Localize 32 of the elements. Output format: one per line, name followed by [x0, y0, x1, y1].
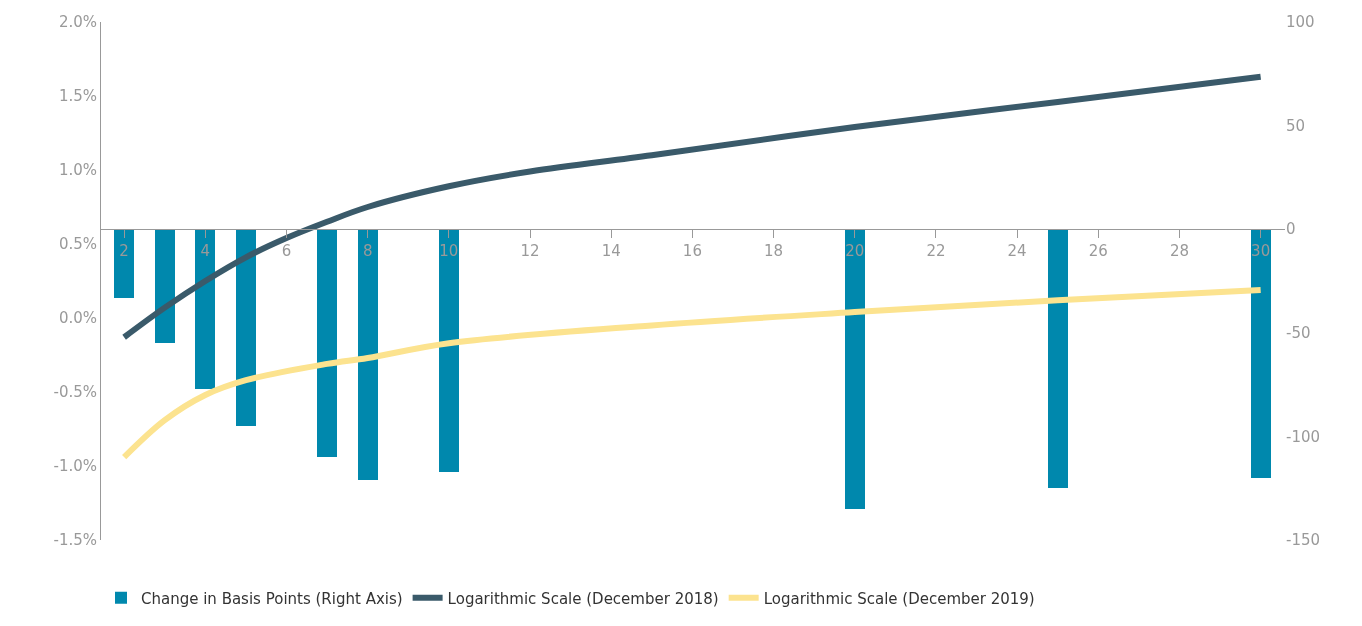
x-tick-label: 12 [520, 242, 540, 261]
y2-tick-label: -150 [1286, 531, 1321, 550]
x-tick-label: 28 [1169, 242, 1190, 261]
x-tick-label: 16 [682, 242, 702, 261]
y-tick-label: 1.5% [58, 87, 97, 106]
y2-tick-label: 0 [1286, 220, 1296, 239]
legend-label: Change in Basis Points (Right Axis) [141, 589, 403, 608]
x-tick-label: 26 [1088, 242, 1108, 261]
y-tick-label: 0.5% [58, 235, 97, 254]
y2-tick-label: 50 [1286, 116, 1306, 135]
x-tick-label: 4 [200, 242, 211, 261]
y-tick-label: -1.0% [53, 457, 97, 476]
x-tick-label: 14 [601, 242, 621, 261]
x-tick-label: 20 [845, 242, 865, 261]
y2-tick-label: -50 [1286, 324, 1311, 343]
x-tick-label: 24 [1007, 242, 1027, 261]
x-tick-label: 18 [764, 242, 784, 261]
x-tick-label: 10 [439, 242, 459, 261]
y-tick-label: 1.0% [58, 161, 97, 180]
y-tick-label: 2.0% [58, 13, 97, 32]
x-tick-label: 2 [119, 242, 129, 261]
x-tick-label: 6 [281, 242, 292, 261]
y2-tick-label: -100 [1286, 427, 1321, 446]
legend-label: Logarithmic Scale (December 2019) [763, 589, 1035, 608]
x-tick-label: 30 [1251, 242, 1271, 261]
y-tick-label: 0.0% [58, 309, 97, 328]
y-tick-label: -0.5% [53, 383, 97, 402]
x-tick-label: 22 [926, 242, 946, 261]
x-tick-label: 8 [362, 242, 373, 261]
y-tick-label: -1.5% [53, 531, 97, 550]
y2-tick-label: 100 [1286, 13, 1315, 32]
legend-label: Logarithmic Scale (December 2018) [447, 589, 719, 608]
